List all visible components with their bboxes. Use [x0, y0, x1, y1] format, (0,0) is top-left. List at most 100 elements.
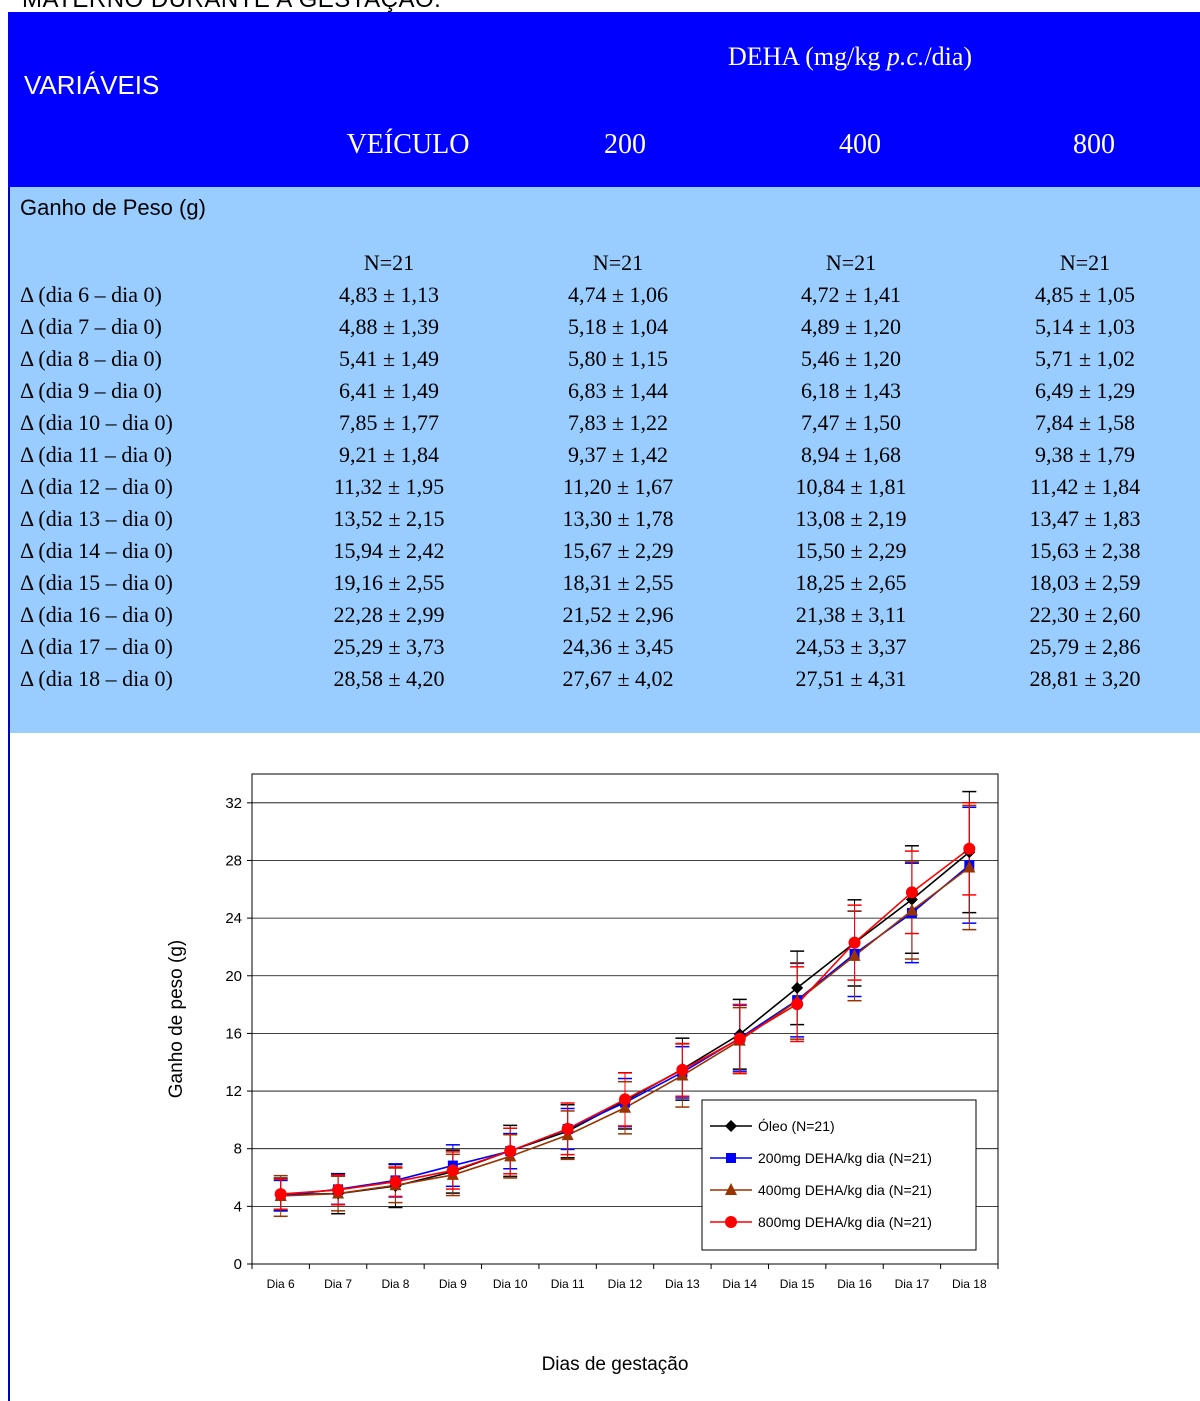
table-body: Ganho de Peso (g) N=21 N=21 N=21 N=21 Δ (dia…	[10, 187, 1200, 733]
y-tick-label: 20	[225, 968, 242, 985]
legend-box	[701, 1099, 977, 1251]
y-tick-label: 32	[225, 795, 242, 812]
legend-label: Óleo (N=21)	[758, 1118, 835, 1134]
table-cell: 13,08 ± 2,19	[795, 506, 907, 531]
table-cell: 28,58 ± 4,20	[333, 666, 445, 691]
table-cell: 7,83 ± 1,22	[567, 410, 669, 435]
data-point	[791, 998, 804, 1011]
table-cell: 25,29 ± 3,73	[333, 634, 445, 659]
legend-label: 200mg DEHA/kg dia (N=21)	[758, 1150, 932, 1166]
x-tick-label: Dia 18	[952, 1277, 987, 1291]
x-tick-label: Dia 6	[267, 1277, 295, 1291]
table-cell: 6,83 ± 1,44	[567, 378, 669, 403]
x-tick-label: Dia 12	[608, 1277, 643, 1291]
data-point	[848, 948, 861, 961]
n-cell: N=21	[825, 250, 877, 275]
x-tick-label: Dia 14	[722, 1277, 757, 1291]
legend-label: 800mg DEHA/kg dia (N=21)	[758, 1214, 932, 1230]
data-point	[905, 886, 918, 899]
x-tick-label: Dia 13	[665, 1277, 700, 1291]
table-cell: 25,79 ± 2,86	[1029, 634, 1141, 659]
table-cell: 5,80 ± 1,15	[567, 346, 669, 371]
header-col-200: 200	[604, 129, 646, 160]
row-label: Δ (dia 8 – dia 0)	[20, 346, 162, 371]
data-point	[791, 981, 804, 994]
data-point	[963, 860, 976, 873]
table-cell: 18,25 ± 2,65	[795, 570, 907, 595]
y-tick-label: 12	[225, 1083, 242, 1100]
table-cell: 21,52 ± 2,96	[562, 602, 674, 627]
weight-gain-chart: 0 4 8 12 16 20 24 28 32 Dia 6 Dia 7 Dia 8 Dia 9 Dia 1…	[166, 773, 999, 1375]
table-cell: 7,85 ± 1,77	[338, 410, 440, 435]
y-tick-label: 8	[234, 1141, 242, 1158]
header-variaveis: VARIÁVEIS	[24, 70, 160, 100]
data-point	[905, 903, 918, 916]
header-col-veiculo: VEÍCULO	[346, 129, 470, 160]
table-cell: 13,52 ± 2,15	[333, 506, 445, 531]
x-tick-label: Dia 10	[493, 1277, 528, 1291]
table-cell: 4,72 ± 1,41	[800, 282, 902, 307]
data-point	[733, 1032, 746, 1045]
table-cell: 9,38 ± 1,79	[1034, 442, 1136, 467]
n-cell: N=21	[363, 250, 415, 275]
x-tick-label: Dia 16	[837, 1277, 872, 1291]
data-point	[274, 1188, 287, 1201]
data-point	[561, 1122, 574, 1135]
header-dose-italic: p.c.	[886, 42, 925, 71]
y-tick-label: 16	[225, 1025, 242, 1042]
table-cell: 15,63 ± 2,38	[1029, 538, 1141, 563]
data-point	[332, 1183, 345, 1196]
row-label: Δ (dia 15 – dia 0)	[20, 570, 173, 595]
row-label: Δ (dia 6 – dia 0)	[20, 282, 162, 307]
y-tick-label: 28	[225, 852, 242, 869]
y-tick-label: 24	[225, 910, 242, 927]
header-col-400: 400	[839, 129, 881, 160]
table-cell: 15,50 ± 2,29	[795, 538, 907, 563]
left-margin-rule	[8, 12, 10, 1401]
n-cell: N=21	[592, 250, 644, 275]
table-cell: 5,41 ± 1,49	[338, 346, 440, 371]
y-tick-label: 4	[234, 1198, 242, 1215]
table-cell: 6,41 ± 1,49	[338, 378, 440, 403]
row-label: Δ (dia 14 – dia 0)	[20, 538, 173, 563]
table-cell: 24,53 ± 3,37	[795, 634, 907, 659]
row-label: Δ (dia 17 – dia 0)	[20, 634, 173, 659]
table-cell: 9,37 ± 1,42	[567, 442, 669, 467]
table-cell: 9,21 ± 1,84	[338, 442, 440, 467]
table-cell: 5,46 ± 1,20	[800, 346, 902, 371]
header-dose-suffix: /dia)	[924, 42, 973, 71]
legend-label: 400mg DEHA/kg dia (N=21)	[758, 1182, 932, 1198]
table-cell: 19,16 ± 2,55	[333, 570, 445, 595]
table-cell: 4,88 ± 1,39	[338, 314, 440, 339]
table-cell: 4,74 ± 1,06	[567, 282, 669, 307]
x-tick-label: Dia 17	[895, 1277, 930, 1291]
x-axis-title: Dias de gestação	[542, 1354, 689, 1375]
table-cell: 7,47 ± 1,50	[800, 410, 902, 435]
table-cell: 11,32 ± 1,95	[333, 474, 445, 499]
row-label: Δ (dia 10 – dia 0)	[20, 410, 173, 435]
data-point	[504, 1145, 517, 1158]
table-cell: 22,28 ± 2,99	[333, 602, 445, 627]
table-header: VARIÁVEIS DEHA (mg/kg p.c./dia) VEÍCULO …	[8, 12, 1200, 187]
n-cell: N=21	[1059, 250, 1111, 275]
table-cell: 4,89 ± 1,20	[800, 314, 902, 339]
table-cell: 22,30 ± 2,60	[1029, 602, 1141, 627]
legend-marker	[726, 1153, 736, 1163]
table-cell: 13,30 ± 1,78	[562, 506, 674, 531]
data-point	[676, 1063, 689, 1076]
table-cell: 6,49 ± 1,29	[1034, 378, 1136, 403]
table-cell: 10,84 ± 1,81	[795, 474, 907, 499]
row-label: Δ (dia 7 – dia 0)	[20, 314, 162, 339]
x-tick-label: Dia 15	[780, 1277, 815, 1291]
table-cell: 8,94 ± 1,68	[800, 442, 902, 467]
legend-marker	[725, 1183, 737, 1195]
table-cell: 28,81 ± 3,20	[1029, 666, 1141, 691]
table-cell: 4,83 ± 1,13	[338, 282, 440, 307]
y-axis-title: Ganho de peso (g)	[166, 940, 187, 1098]
row-label: Δ (dia 11 – dia 0)	[20, 442, 173, 467]
x-tick-label: Dia 11	[551, 1277, 585, 1291]
row-label: Δ (dia 9 – dia 0)	[20, 378, 162, 403]
table-cell: 5,71 ± 1,02	[1034, 346, 1136, 371]
header-col-800: 800	[1073, 129, 1115, 160]
section-label: Ganho de Peso (g)	[20, 195, 206, 220]
